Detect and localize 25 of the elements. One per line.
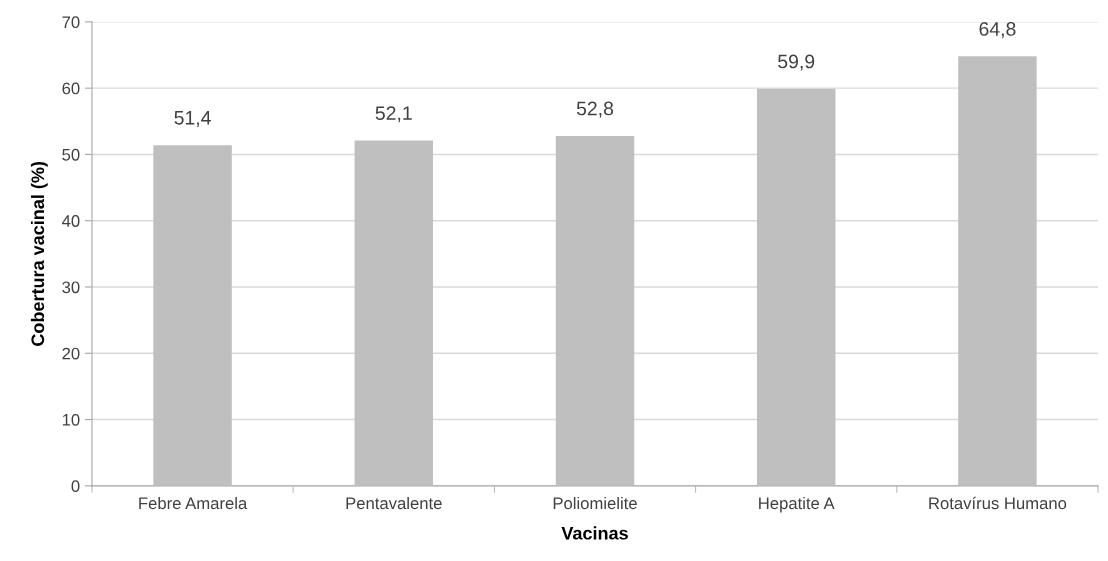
y-tick-label: 10: [62, 413, 80, 426]
y-axis-title: Cobertura vacinal (%): [30, 161, 48, 346]
data-label: 52,8: [576, 101, 614, 118]
bar: [153, 145, 232, 486]
x-tick-label: Pentavalente: [346, 496, 442, 510]
y-tick-label: 60: [62, 82, 80, 95]
bar: [756, 88, 836, 486]
y-tick-label: 20: [62, 347, 80, 360]
bar: [555, 135, 635, 486]
x-tick-label: Febre Amarela: [139, 496, 248, 510]
data-label: 64,8: [979, 22, 1016, 39]
y-tick-label: 30: [62, 281, 80, 294]
y-tick-label: 0: [71, 480, 80, 493]
bar: [354, 140, 434, 486]
y-tick-label: 70: [62, 16, 80, 29]
y-tick-label: 50: [62, 148, 80, 161]
data-label: 52,1: [375, 106, 412, 123]
x-tick-label: Rotavírus Humano: [929, 496, 1067, 510]
x-axis-title: Vacinas: [561, 526, 628, 540]
data-label: 51,4: [174, 111, 211, 127]
bar: [958, 56, 1037, 486]
x-tick-label: Poliomielite: [553, 496, 637, 510]
x-tick-label: Hepatite A: [759, 496, 835, 513]
data-label: 59,9: [778, 54, 815, 71]
y-tick-label: 40: [62, 215, 80, 227]
